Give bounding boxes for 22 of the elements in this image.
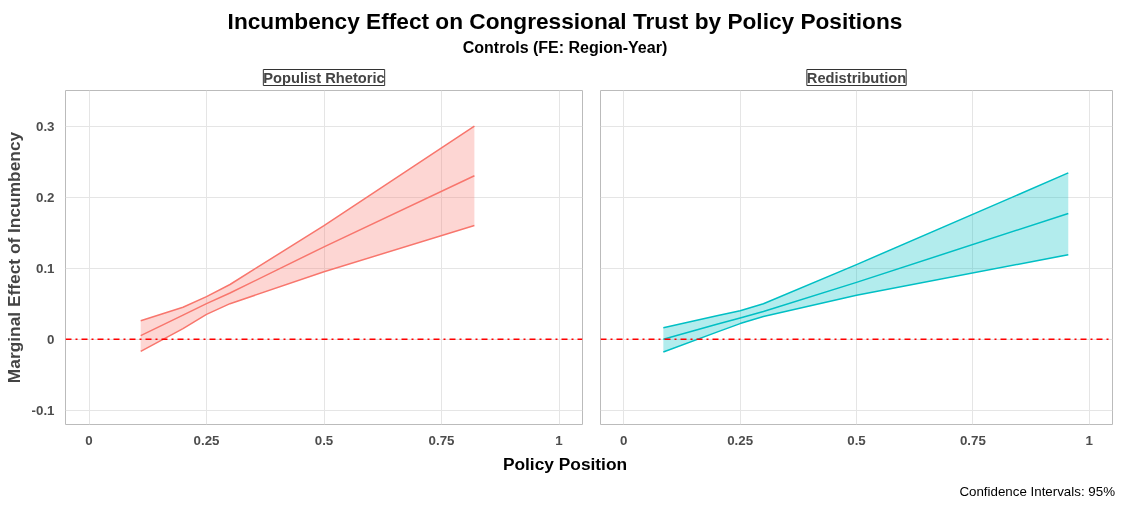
chart-title: Populist Rhetoric <box>263 69 385 86</box>
y-tick-label: 0.2 <box>35 189 55 205</box>
x-tick-label: 0.5 <box>847 432 867 448</box>
x-tick-label: 0.75 <box>959 432 987 448</box>
text: Confidence Intervals: 95% <box>959 483 1115 501</box>
x-tick-label: 1 <box>555 432 564 448</box>
x-tick-label: 0 <box>85 432 93 448</box>
x-tick-label: 0.25 <box>193 432 221 448</box>
x-axis-title: Policy Position <box>502 453 628 476</box>
x-tick-label: 1 <box>1085 432 1094 448</box>
x-tick-label: 0.75 <box>428 432 456 448</box>
y-tick-label: 0.3 <box>35 118 55 134</box>
chart-title: Redistribution <box>806 69 907 86</box>
x-tick-label: 0.5 <box>314 432 334 448</box>
x-tick-label: 0 <box>620 432 628 448</box>
y-tick-label: 0.1 <box>35 260 56 276</box>
y-tick-label: 0 <box>47 331 55 347</box>
x-tick-label: 0.25 <box>727 432 754 448</box>
y-tick-label: -0.1 <box>31 402 56 418</box>
text: Controls (FE: Region-Year) <box>462 38 668 58</box>
y-axis-title: Marginal Effect of Incumbency <box>3 131 24 384</box>
text: Incumbency Effect on Congressional Trust by Policy Positions <box>227 7 903 36</box>
